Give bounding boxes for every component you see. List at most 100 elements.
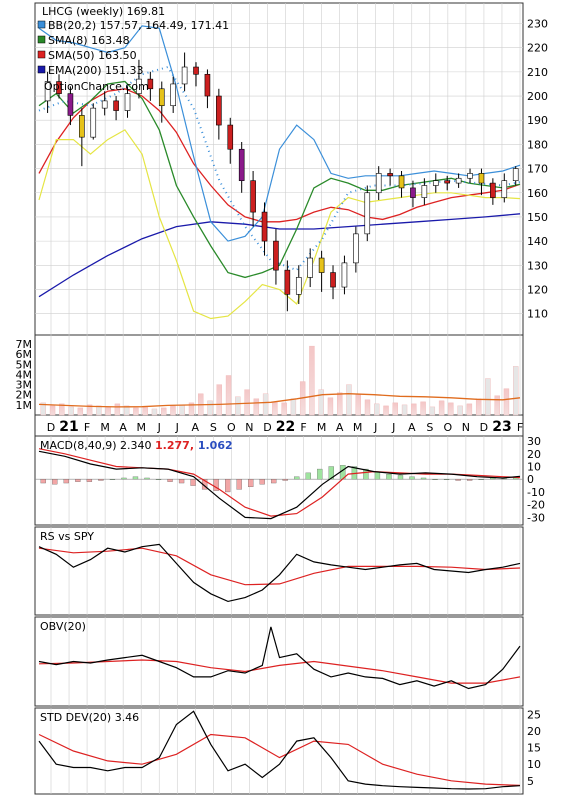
macd-histogram-bar [455, 479, 461, 481]
std-y-tick: 15 [527, 742, 541, 755]
std-y-tick: 20 [527, 725, 541, 738]
volume-bar [59, 403, 65, 416]
candle-down [227, 124, 234, 150]
macd-histogram-bar [225, 479, 231, 493]
volume-bar [68, 406, 74, 416]
x-tick-label: 23 [492, 419, 511, 435]
volume-bar [86, 404, 93, 416]
std-average-line [38, 733, 521, 786]
candle-down [330, 272, 336, 288]
macd-histogram-bar [420, 477, 427, 480]
volume-bar [475, 398, 482, 416]
macd-histogram-bar [478, 479, 484, 480]
panel-frame-obv [34, 616, 524, 707]
macd-histogram-bar [328, 466, 334, 480]
x-tick-label: 21 [59, 419, 78, 435]
candle-down [398, 175, 405, 189]
candle-up [467, 173, 473, 179]
volume-bar [77, 407, 84, 416]
macd-histogram-bar [259, 479, 265, 485]
panel-frame-std [34, 707, 524, 795]
volume-bar [364, 399, 371, 416]
macd-histogram-bar [109, 479, 116, 480]
x-tick-label: N [462, 421, 470, 434]
x-tick-label: M [353, 421, 363, 434]
series-sma-8- [38, 80, 521, 279]
x-tick-label: D [480, 421, 488, 434]
std-y-tick: 5 [527, 775, 534, 788]
candle-down [216, 95, 222, 126]
std-y-tick: 10 [527, 758, 541, 771]
volume-average-line [38, 393, 521, 408]
series-ema-200- [38, 213, 521, 298]
volume-bar [337, 392, 343, 416]
candle-up [421, 185, 428, 198]
std-line [38, 710, 521, 790]
x-tick-label: A [192, 421, 200, 434]
macd-histogram-bar [98, 479, 104, 481]
chart-title: LHCG (weekly) 169.81 [42, 5, 165, 18]
std-label: STD DEV(20) 3.46 [40, 711, 139, 724]
macd-y-tick: 0 [527, 473, 534, 486]
volume-bar [253, 398, 260, 416]
price-y-tick: 200 [527, 90, 548, 103]
volume-bar [290, 398, 297, 416]
volume-bar [438, 400, 445, 416]
macd-histogram-bar [305, 472, 311, 480]
macd-histogram-bar [443, 479, 450, 480]
macd-histogram-bar [317, 468, 323, 480]
macd-y-tick: 10 [527, 461, 541, 474]
legend-swatch [37, 20, 46, 29]
volume-bar [401, 404, 408, 416]
candle-up [341, 262, 348, 288]
series-bb-lower [38, 129, 521, 320]
macd-label-main: MACD(8,40,9) 2.340 [40, 439, 155, 452]
candle-down [113, 100, 119, 111]
macd-histogram-bar [271, 479, 277, 484]
candle-up [181, 66, 188, 85]
x-tick-label: J [175, 421, 179, 434]
obv-label: OBV(20) [40, 620, 86, 633]
volume-bar [429, 406, 436, 416]
volume-bar [49, 405, 56, 416]
candle-down [250, 180, 256, 213]
volume-bar [96, 405, 102, 416]
legend-swatch [37, 35, 46, 44]
candle-down [284, 269, 291, 295]
candle-up [353, 233, 359, 264]
volume-bar [188, 402, 195, 416]
candle-down [147, 78, 154, 90]
macd-histogram-bar [236, 479, 242, 490]
candle-down [318, 257, 325, 273]
macd-histogram-bar [294, 476, 300, 480]
volume-bar [466, 403, 473, 416]
price-y-tick: 180 [527, 138, 548, 151]
volume-bar [161, 407, 167, 416]
rs-line [38, 543, 521, 603]
legend-label: SMA(8) 163.48 [48, 34, 130, 47]
price-y-tick: 190 [527, 114, 548, 127]
macd-line [38, 450, 521, 520]
volume-bar [281, 402, 287, 416]
volume-bar [485, 378, 491, 416]
macd-histogram-bar [132, 476, 139, 480]
price-y-tick: 210 [527, 66, 548, 79]
candle-up [295, 277, 302, 295]
x-tick-label: S [210, 421, 217, 434]
x-tick-label: 22 [276, 419, 295, 435]
panel-frame-macd [34, 435, 524, 526]
candle-down [193, 66, 199, 75]
legend-label: EMA(200) 151.33 [48, 64, 144, 77]
volume-bar [272, 401, 278, 416]
volume-bar [411, 403, 417, 416]
legend-label: SMA(50) 163.50 [48, 49, 137, 62]
macd-histogram-bar [167, 479, 173, 482]
x-tick-label: S [426, 421, 433, 434]
volume-bar [133, 407, 139, 416]
candle-down [273, 240, 279, 271]
candle-up [375, 173, 382, 194]
volume-bar [170, 405, 176, 416]
obv-line [38, 626, 521, 690]
candle-down [204, 73, 211, 97]
